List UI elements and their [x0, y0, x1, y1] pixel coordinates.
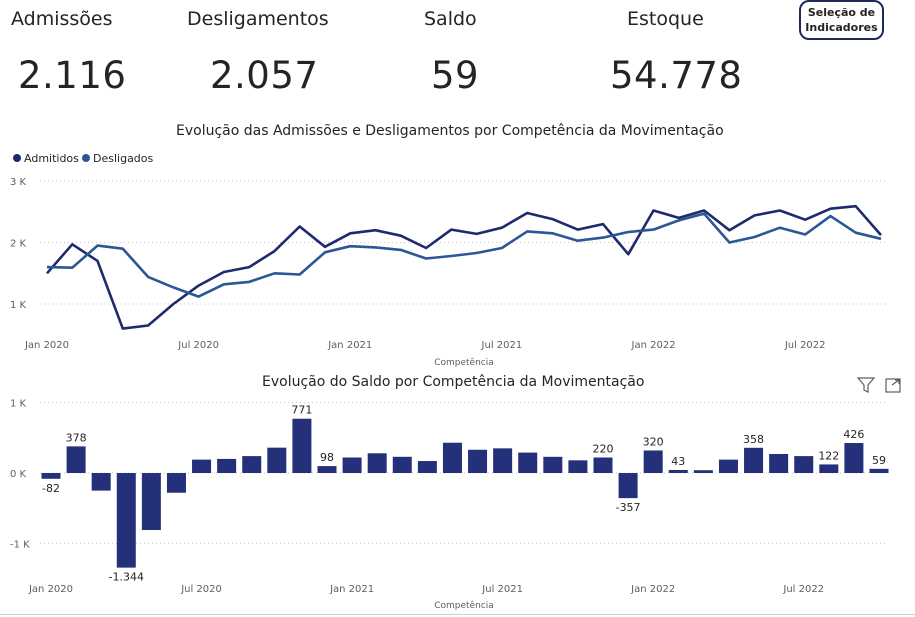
saldo-data-label: -357 — [616, 501, 641, 514]
bar-x-tick-label: Jan 2022 — [630, 584, 675, 595]
selecao-line2: Indicadores — [805, 21, 878, 34]
saldo-bar — [367, 453, 387, 473]
saldo-bar — [267, 447, 287, 473]
saldo-bar — [543, 456, 563, 473]
bar-x-tick-label: Jan 2020 — [28, 584, 73, 595]
line-y-tick-label: 3 K — [10, 177, 27, 188]
saldo-bar — [668, 469, 688, 473]
saldo-bar — [794, 456, 814, 473]
selecao-indicadores-button[interactable]: Seleção de Indicadores — [799, 0, 884, 40]
line-series-admitidos — [46, 204, 882, 330]
saldo-bar — [392, 456, 412, 473]
line-x-tick-label: Jan 2021 — [327, 340, 372, 351]
saldo-bar — [342, 457, 362, 473]
saldo-bar — [317, 466, 337, 473]
bar-chart-title: Evolução do Saldo por Competência da Mov… — [262, 374, 645, 390]
saldo-data-label: 426 — [843, 428, 864, 441]
line-x-tick-label: Jul 2022 — [784, 340, 826, 351]
bar-x-tick-label: Jul 2022 — [782, 584, 824, 595]
saldo-bar — [618, 473, 638, 499]
saldo-bar — [718, 459, 738, 473]
saldo-bar — [869, 468, 889, 473]
kpi-estoque-value: 54.778 — [610, 54, 743, 97]
legend-marker-desligados — [82, 154, 90, 162]
saldo-bar — [744, 447, 764, 473]
legend-desligados[interactable]: Desligados — [93, 152, 154, 165]
bar-x-tick-label: Jul 2020 — [180, 584, 222, 595]
saldo-bar — [141, 473, 161, 531]
saldo-bar — [242, 456, 262, 473]
saldo-bar — [593, 457, 613, 473]
bar-x-tick-label: Jan 2021 — [329, 584, 374, 595]
line-x-tick-label: Jul 2020 — [177, 340, 219, 351]
bar-y-tick-label: -1 K — [10, 539, 30, 550]
saldo-data-label: 59 — [872, 454, 886, 467]
line-y-tick-label: 1 K — [10, 300, 27, 311]
saldo-data-label: 320 — [643, 435, 664, 448]
saldo-bar — [769, 453, 789, 473]
saldo-bar — [844, 443, 864, 473]
saldo-bar — [819, 464, 839, 473]
kpi-estoque-label: Estoque — [627, 8, 704, 30]
saldo-data-label: 378 — [66, 431, 87, 444]
kpi-saldo-label: Saldo — [424, 8, 477, 30]
legend-marker-admitidos — [13, 154, 21, 162]
saldo-bar — [66, 446, 86, 473]
saldo-bar — [166, 473, 186, 493]
saldo-bar — [116, 473, 136, 568]
saldo-bar — [192, 459, 212, 473]
kpi-desligamentos-value: 2.057 — [210, 54, 319, 97]
saldo-bar — [493, 448, 513, 473]
kpi-admissoes-label: Admissões — [11, 8, 113, 30]
line-y-tick-label: 2 K — [10, 239, 27, 250]
line-legend: Admitidos Desligados — [13, 152, 154, 165]
saldo-data-label: 771 — [291, 404, 312, 417]
saldo-data-label: -1.344 — [109, 571, 144, 584]
kpi-admissoes-value: 2.116 — [18, 54, 127, 97]
saldo-bar — [518, 452, 538, 473]
line-chart: 3 K 2 K 1 K Admitidos Desligados Jan 2020 J… — [10, 152, 885, 368]
saldo-bar — [643, 450, 663, 473]
bar-y-tick-label: 0 K — [10, 469, 27, 480]
focus-mode-icon[interactable] — [885, 378, 901, 393]
kpi-desligamentos-label: Desligamentos — [187, 8, 329, 30]
selecao-line1: Seleção de — [807, 6, 876, 19]
legend-admitidos[interactable]: Admitidos — [24, 152, 79, 165]
saldo-bar — [91, 473, 111, 491]
saldo-bar — [442, 442, 462, 473]
saldo-data-label: 220 — [593, 443, 614, 456]
saldo-bar — [568, 460, 588, 473]
saldo-data-label: -82 — [42, 482, 60, 495]
line-chart-title: Evolução das Admissões e Desligamentos p… — [176, 123, 724, 139]
saldo-bar — [41, 473, 61, 479]
saldo-data-label: 358 — [743, 433, 764, 446]
line-x-axis-title: Competência — [434, 357, 494, 368]
line-series-desligados — [46, 212, 882, 298]
bar-x-axis-title: Competência — [434, 600, 494, 611]
saldo-data-label: 98 — [320, 451, 334, 464]
saldo-bar — [468, 449, 488, 473]
line-x-tick-label: Jan 2020 — [24, 340, 69, 351]
saldo-bar — [693, 470, 713, 473]
saldo-bar — [217, 458, 237, 473]
saldo-data-label: 43 — [671, 455, 685, 468]
bar-chart: 1 K 0 K -1 K -82 378 -1.344 771 98 220 -357 320 43… — [10, 399, 889, 611]
bar-x-tick-label: Jul 2021 — [481, 584, 523, 595]
filter-icon[interactable] — [856, 377, 876, 393]
line-x-tick-label: Jan 2022 — [631, 340, 676, 351]
kpi-saldo-value: 59 — [431, 54, 480, 97]
saldo-bar — [417, 461, 437, 473]
line-x-tick-label: Jul 2021 — [481, 340, 523, 351]
bar-y-tick-label: 1 K — [10, 399, 27, 410]
saldo-data-label: 122 — [818, 449, 839, 462]
saldo-bar — [292, 418, 312, 473]
bottom-divider — [0, 614, 915, 615]
